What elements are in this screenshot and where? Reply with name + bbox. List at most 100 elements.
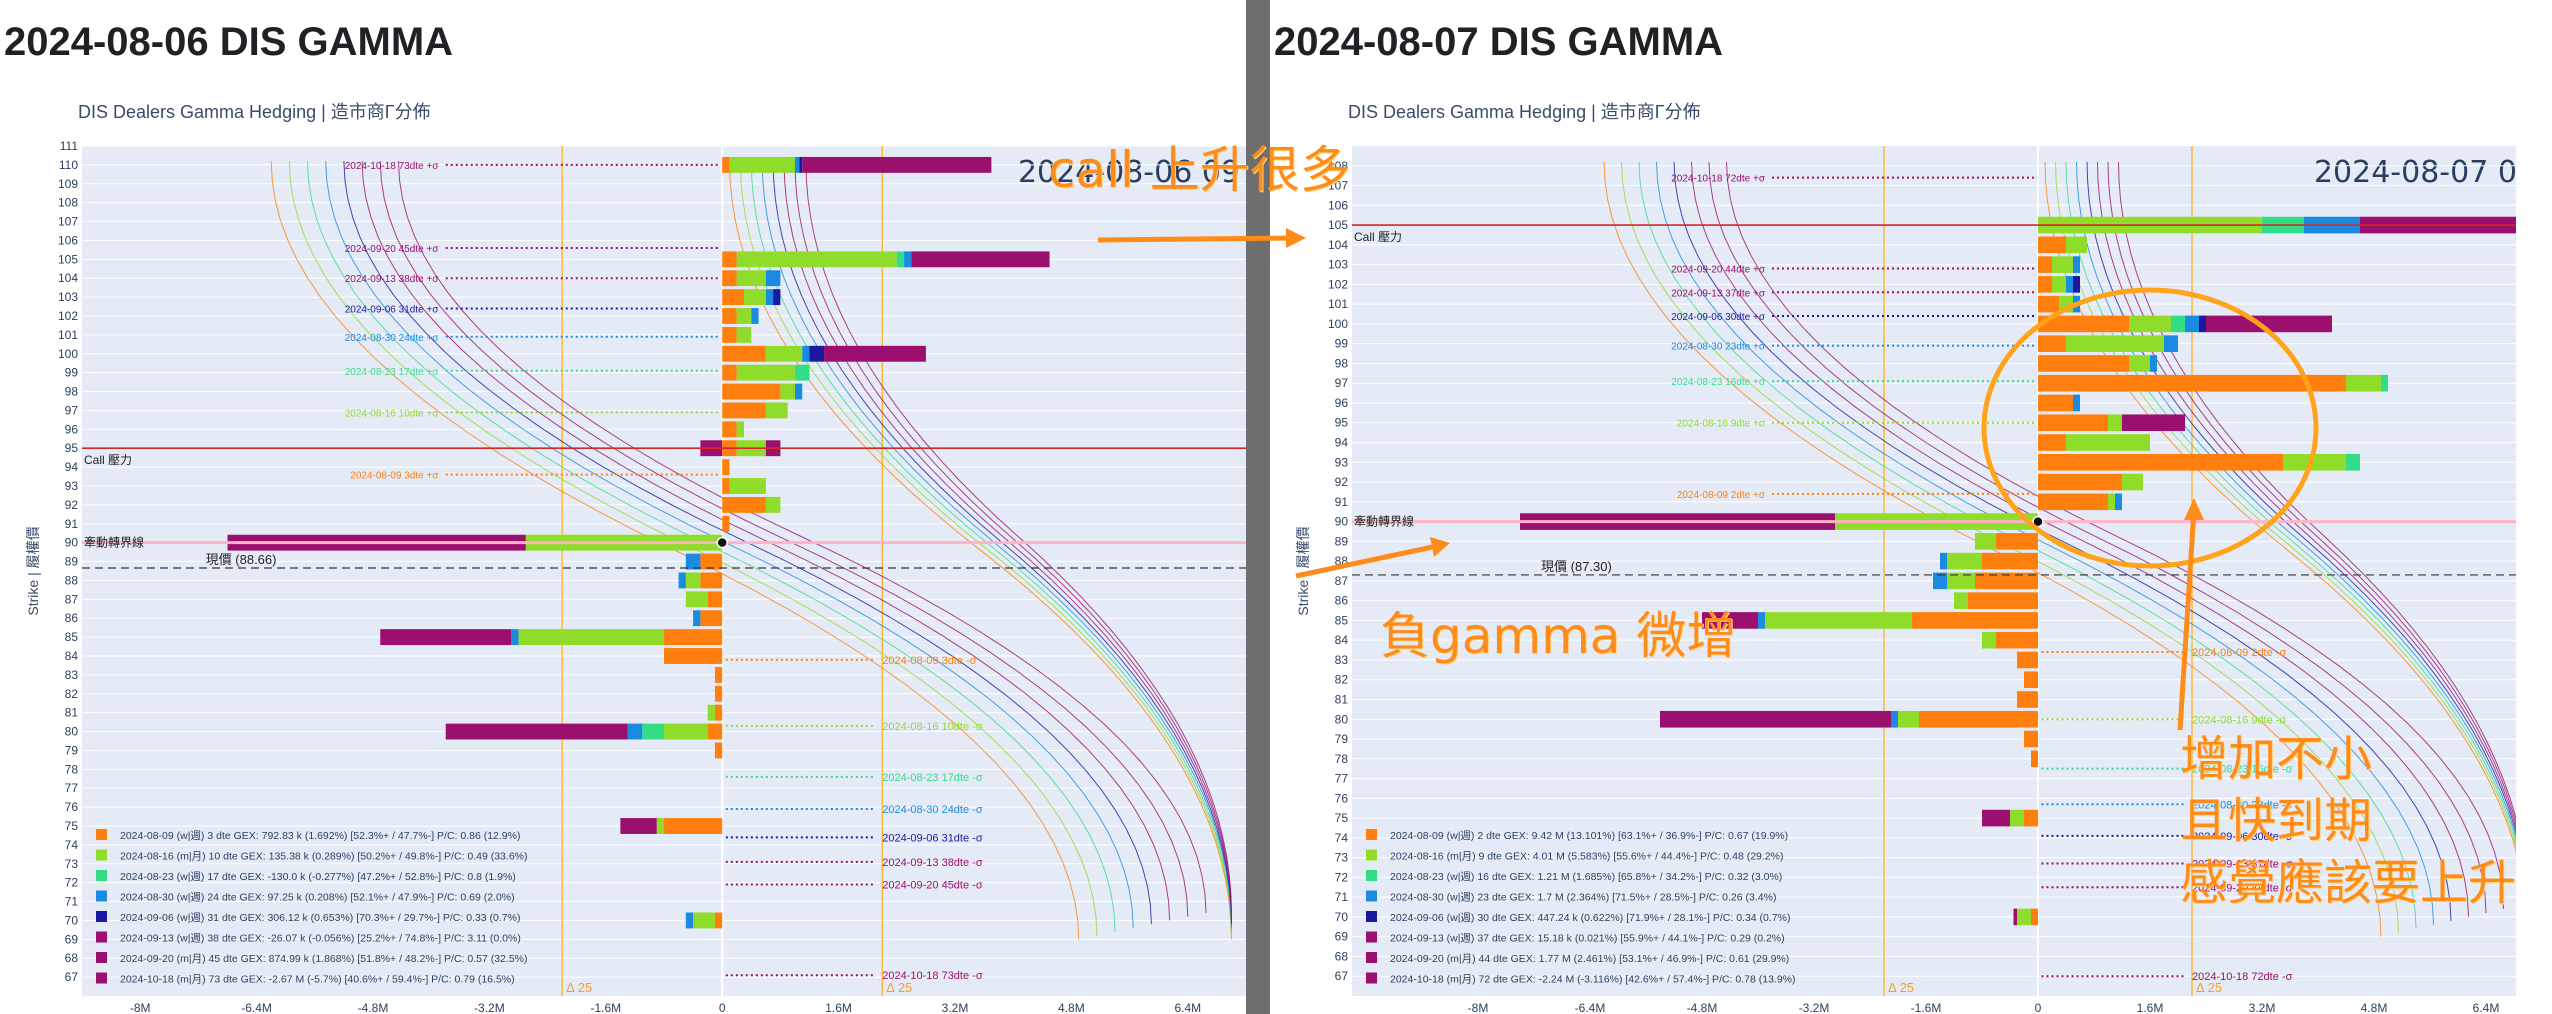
gamma-bar: [2010, 809, 2024, 827]
gamma-bar: [1891, 710, 1898, 728]
gamma-bar: [714, 912, 723, 929]
sigma-label: 2024-09-20 44dte +σ: [1671, 265, 1766, 276]
legend-entry: 2024-08-16 (m|月) 9 dte GEX: 4.01 M (5.58…: [1390, 851, 1783, 863]
gamma-bar: [736, 270, 766, 287]
y-tick-label: 86: [65, 611, 79, 625]
y-tick-label: 110: [59, 158, 78, 172]
gamma-bar: [722, 326, 737, 343]
gamma-bar: [765, 270, 781, 287]
gamma-bar: [765, 402, 788, 419]
page-title: 2024-08-07 DIS GAMMA: [1274, 20, 1724, 64]
y-tick-label: 68: [1335, 949, 1349, 963]
gamma-bar: [1947, 572, 1975, 590]
gamma-bar: [2073, 394, 2080, 412]
gamma-bar: [736, 326, 752, 343]
legend-entry: 2024-10-18 (m|月) 72 dte GEX: -2.24 M (-3…: [1390, 974, 1796, 986]
legend-entry: 2024-09-13 (w|週) 37 dte GEX: 15.18 k (0.…: [1390, 933, 1785, 945]
gamma-bar: [518, 629, 664, 646]
gamma-bar: [664, 723, 708, 740]
x-tick-label: -4.8M: [358, 1001, 389, 1014]
y-tick-label: 108: [58, 196, 78, 210]
sigma-label: 2024-08-30 23dte -σ: [2192, 799, 2293, 811]
gamma-bar: [2038, 374, 2346, 392]
y-tick-label: 108: [1328, 159, 1348, 173]
y-tick-label: 103: [58, 290, 78, 304]
gamma-bar: [722, 289, 745, 306]
gamma-bar: [1940, 552, 1947, 570]
gamma-bar: [714, 685, 723, 702]
gamma-bar: [2129, 355, 2150, 372]
y-tick-label: 69: [1335, 930, 1349, 944]
gamma-bar: [685, 912, 694, 929]
y-tick-label: 70: [1335, 910, 1349, 924]
gamma-bar: [722, 515, 730, 532]
gamma-bar: [1975, 572, 2038, 590]
legend-entry: 2024-09-13 (w|週) 38 dte GEX: -26.07 k (-…: [120, 933, 521, 945]
chart-subtitle: DIS Dealers Gamma Hedging | 造市商Γ分佈: [1348, 102, 1701, 122]
sigma-label: 2024-09-20 45dte -σ: [882, 880, 983, 892]
gamma-bar: [722, 383, 781, 400]
chart-panel-right: 2024-08-07 DIS GAMMA DIS Dealers Gamma H…: [1270, 0, 2516, 1014]
gamma-bar: [2381, 374, 2388, 392]
gamma-bar: [765, 289, 774, 306]
y-tick-label: 72: [65, 876, 79, 890]
annotation-line: 增加不小: [2180, 731, 2373, 787]
gamma-bar: [722, 345, 766, 362]
y-tick-label: 77: [65, 781, 79, 795]
gamma-bar: [2073, 256, 2080, 273]
gamma-bar: [2052, 256, 2073, 273]
gamma-bar: [2038, 473, 2122, 491]
sigma-label: 2024-09-13 38dte +σ: [345, 274, 440, 285]
spot-label: 現價 (88.66): [206, 552, 277, 567]
legend-entry: 2024-08-23 (w|週) 16 dte GEX: 1.21 M (1.6…: [1390, 871, 1782, 883]
gamma-bar: [1898, 710, 1919, 728]
gamma-bar: [2066, 434, 2150, 451]
y-tick-label: 111: [60, 139, 79, 153]
y-tick-label: 91: [1335, 495, 1349, 509]
legend-entry: 2024-08-30 (w|週) 24 dte GEX: 97.25 k (0.…: [120, 892, 515, 904]
y-tick-label: 71: [1335, 890, 1349, 904]
y-tick-label: 100: [1328, 317, 1348, 331]
gamma-bar: [2038, 276, 2052, 293]
gamma-bar: [2038, 335, 2066, 352]
gamma-bar: [2038, 256, 2052, 273]
x-tick-label: -3.2M: [1799, 1001, 1830, 1014]
gamma-bar: [656, 818, 664, 834]
y-tick-label: 106: [58, 233, 78, 247]
gamma-bar: [1996, 533, 2038, 550]
gamma-bar: [627, 723, 643, 740]
y-tick-label: 105: [1328, 218, 1348, 232]
y-tick-label: 99: [65, 366, 79, 380]
iv-curve: [379, 161, 1189, 917]
delta-25-label: Δ 25: [2196, 980, 2222, 995]
y-tick-label: 77: [1335, 772, 1349, 786]
sigma-label: 2024-09-06 31dte -σ: [882, 832, 983, 844]
x-tick-label: 3.2M: [2249, 1001, 2276, 1014]
legend-entry: 2024-08-09 (w|週) 3 dte GEX: 792.83 k (1.…: [120, 830, 520, 842]
gamma-bar: [722, 421, 737, 438]
gamma-bar: [765, 496, 781, 513]
gamma-bar: [722, 364, 737, 381]
iv-curve: [783, 161, 1232, 921]
gamma-bar: [1758, 612, 1765, 629]
x-tick-label: 6.4M: [2473, 1001, 2500, 1014]
y-tick-label: 80: [1335, 712, 1349, 726]
y-tick-label: 97: [65, 403, 79, 417]
flip-marker: [716, 536, 728, 549]
x-tick-label: 4.8M: [2361, 1001, 2388, 1014]
gamma-bar: [2038, 434, 2066, 451]
legend-swatch: [96, 870, 107, 881]
x-tick-label: 6.4M: [1174, 1001, 1201, 1014]
gamma-bar: [2031, 908, 2038, 926]
iv-curve: [361, 161, 1171, 921]
gamma-bar: [1765, 612, 1912, 629]
y-tick-label: 88: [1335, 554, 1349, 568]
y-tick-label: 73: [65, 857, 79, 871]
y-tick-label: 79: [1335, 732, 1349, 746]
legend-swatch: [1366, 829, 1377, 840]
gamma-bar: [799, 156, 803, 173]
gamma-bar: [2129, 315, 2171, 333]
gamma-bar: [700, 572, 723, 589]
y-axis-label: Strike | 履權價: [1295, 526, 1311, 615]
gamma-bar: [2171, 315, 2185, 333]
